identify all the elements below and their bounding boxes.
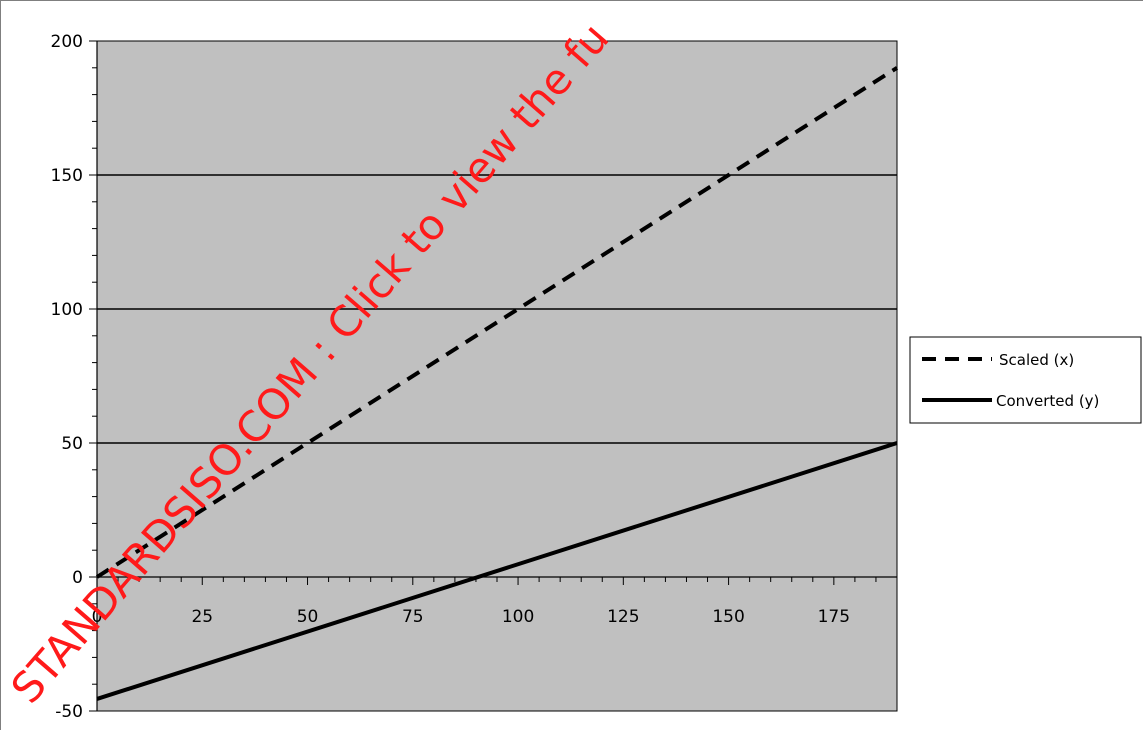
x-tick-label-7: 175 xyxy=(818,607,850,627)
x-tick-label-3: 75 xyxy=(402,607,424,627)
legend-label-scaled: Scaled (x) xyxy=(999,351,1074,369)
legend: Scaled (x) Converted (y) xyxy=(909,336,1142,424)
y-tick-label-3: 100 xyxy=(51,300,83,320)
legend-label-converted: Converted (y) xyxy=(996,392,1099,410)
series-line-0 xyxy=(95,66,899,579)
x-tick-label-2: 50 xyxy=(297,607,319,627)
x-tick-label-0: 0 xyxy=(92,607,103,627)
legend-box xyxy=(909,336,1142,424)
x-tick-label-5: 125 xyxy=(607,607,639,627)
grid-lines xyxy=(97,174,897,444)
x-tick-label-6: 150 xyxy=(712,607,744,627)
series-line-1 xyxy=(96,441,898,701)
x-tick-label-4: 100 xyxy=(502,607,534,627)
axes: -50 0 50 100 150 200 0 25 50 75 100 125 150 175 xyxy=(51,32,898,722)
y-tick-label-1: 0 xyxy=(72,568,83,588)
series xyxy=(95,66,899,701)
y-tick-label-4: 150 xyxy=(51,166,83,186)
x-tick-label-1: 25 xyxy=(191,607,213,627)
y-tick-label-2: 50 xyxy=(61,434,83,454)
y-tick-label-0: -50 xyxy=(55,702,83,722)
y-tick-label-5: 200 xyxy=(51,32,83,52)
